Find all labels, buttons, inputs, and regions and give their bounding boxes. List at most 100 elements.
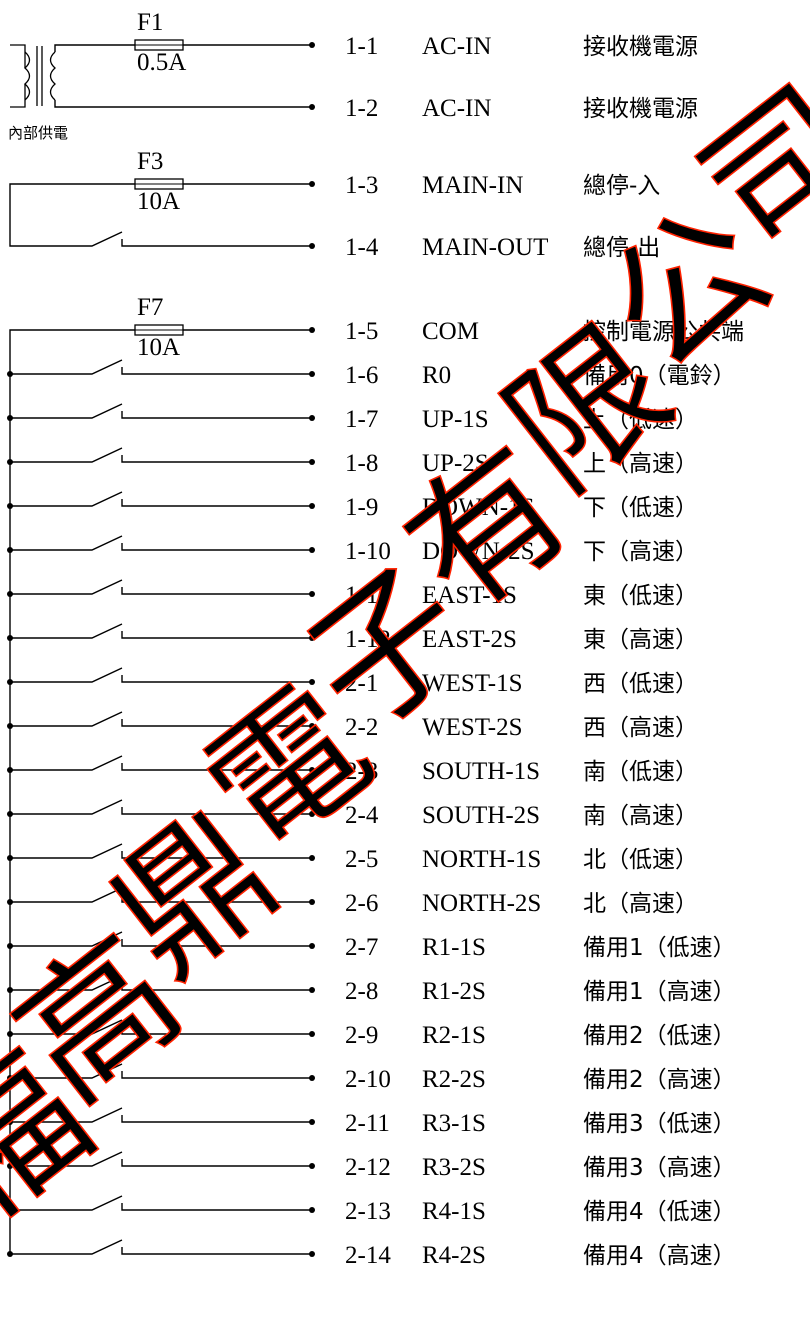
signal-name: COM bbox=[422, 318, 479, 345]
signal-name: SOUTH-2S bbox=[422, 802, 540, 829]
wire bbox=[10, 1151, 312, 1167]
signal-name: R3-1S bbox=[422, 1110, 486, 1137]
junction-dot bbox=[7, 415, 13, 421]
terminal-row: 2-4 SOUTH-2S 南（高速） bbox=[345, 802, 698, 829]
signal-name: WEST-2S bbox=[422, 714, 522, 741]
wire bbox=[10, 931, 312, 947]
terminal-description: 西（低速） bbox=[583, 671, 698, 697]
terminal-dot bbox=[309, 679, 315, 685]
terminal-dot bbox=[309, 42, 315, 48]
signal-name: WEST-1S bbox=[422, 670, 522, 697]
terminal-row: 1-8 UP-2S 上（高速） bbox=[345, 450, 698, 477]
wire bbox=[10, 799, 312, 815]
wire bbox=[10, 843, 312, 859]
terminal-row: 1-5 COM 控制電源公共端 bbox=[345, 318, 744, 345]
wire bbox=[9, 183, 312, 247]
junction-dot bbox=[7, 943, 13, 949]
terminal-number: 2-5 bbox=[345, 846, 378, 873]
terminal-dot bbox=[309, 811, 315, 817]
signal-name: MAIN-OUT bbox=[422, 234, 548, 261]
wire bbox=[10, 1063, 312, 1079]
terminal-number: 1-8 bbox=[345, 450, 378, 477]
wire bbox=[10, 975, 312, 991]
terminal-number: 1-7 bbox=[345, 406, 378, 433]
terminal-row: 1-12 EAST-2S 東（高速） bbox=[345, 626, 698, 653]
wire bbox=[10, 623, 312, 639]
terminal-row: 2-12 R3-2S 備用3（高速） bbox=[345, 1154, 736, 1181]
junction-dot bbox=[7, 811, 13, 817]
terminal-description: 備用2（低速） bbox=[583, 1023, 736, 1049]
terminal-number: 2-8 bbox=[345, 978, 378, 1005]
terminal-description: 備用1（高速） bbox=[583, 979, 736, 1005]
terminal-row: 2-7 R1-1S 備用1（低速） bbox=[345, 934, 736, 961]
terminal-row: 1-4 MAIN-OUT 總停-出 bbox=[345, 234, 660, 261]
wire bbox=[54, 44, 312, 52]
terminal-dot bbox=[309, 943, 315, 949]
terminal-description: 控制電源公共端 bbox=[583, 319, 744, 345]
signal-name: R3-2S bbox=[422, 1154, 486, 1181]
signal-name: R1-1S bbox=[422, 934, 486, 961]
junction-dot bbox=[7, 1163, 13, 1169]
terminal-dot bbox=[309, 1075, 315, 1081]
terminal-number: 2-13 bbox=[345, 1198, 391, 1225]
junction-dot bbox=[7, 855, 13, 861]
terminal-row: 2-6 NORTH-2S 北（高速） bbox=[345, 890, 698, 917]
junction-dot bbox=[7, 459, 13, 465]
terminal-dot bbox=[309, 181, 315, 187]
terminal-dot bbox=[309, 987, 315, 993]
transformer-symbol bbox=[10, 44, 56, 108]
wire bbox=[10, 711, 312, 727]
terminal-dot bbox=[309, 243, 315, 249]
terminal-row: 1-7 UP-1S 上（低速） bbox=[345, 406, 698, 433]
junction-dot bbox=[7, 635, 13, 641]
terminal-number: 1-1 bbox=[345, 33, 378, 60]
terminal-row: 2-5 NORTH-1S 北（低速） bbox=[345, 846, 698, 873]
signal-name: AC-IN bbox=[422, 33, 491, 60]
signal-name: R0 bbox=[422, 362, 451, 389]
terminal-row: 2-8 R1-2S 備用1（高速） bbox=[345, 978, 736, 1005]
signal-name: R4-1S bbox=[422, 1198, 486, 1225]
terminal-row: 2-13 R4-1S 備用4（低速） bbox=[345, 1198, 736, 1225]
fuse-f1: F1 0.5A bbox=[134, 9, 186, 76]
signal-name: MAIN-IN bbox=[422, 172, 523, 199]
terminal-row: 2-14 R4-2S 備用4（高速） bbox=[345, 1242, 736, 1269]
transformer-secondary-coil bbox=[49, 51, 56, 101]
signal-name: DOWN-1S bbox=[422, 494, 535, 521]
terminal-row: 2-11 R3-1S 備用3（低速） bbox=[345, 1110, 736, 1137]
wire bbox=[10, 1107, 312, 1123]
terminal-description: 備用4（高速） bbox=[583, 1243, 736, 1269]
fuse-name: F3 bbox=[137, 148, 163, 175]
terminal-description: 下（低速） bbox=[583, 495, 698, 521]
transformer-primary-coil bbox=[24, 51, 31, 101]
terminal-number: 1-3 bbox=[345, 172, 378, 199]
signal-name: DOWN-2S bbox=[422, 538, 535, 565]
wire bbox=[10, 535, 312, 551]
terminal-rows: 1-1 AC-IN 接收機電源 1-2 AC-IN 接收機電源 1-3 MAIN-IN 總停-入… bbox=[309, 33, 744, 1269]
fuse-rating: 0.5A bbox=[137, 49, 186, 76]
junction-dot bbox=[7, 1251, 13, 1257]
terminal-number: 1-11 bbox=[345, 582, 390, 609]
terminal-description: 備用1（低速） bbox=[583, 935, 736, 961]
terminal-row: 2-9 R2-1S 備用2（低速） bbox=[345, 1022, 736, 1049]
transformer-core bbox=[36, 46, 43, 106]
terminal-number: 2-9 bbox=[345, 1022, 378, 1049]
terminal-number: 2-11 bbox=[345, 1110, 390, 1137]
terminal-description: 接收機電源 bbox=[583, 96, 698, 122]
wire bbox=[10, 579, 312, 595]
signal-name: UP-2S bbox=[422, 450, 489, 477]
wire bbox=[10, 667, 312, 683]
terminal-dot bbox=[309, 371, 315, 377]
terminal-description: 接收機電源 bbox=[583, 34, 698, 60]
wire bbox=[10, 1195, 312, 1211]
transformer-primary-lead bbox=[10, 44, 26, 108]
signal-name: EAST-2S bbox=[422, 626, 517, 653]
terminal-row: 2-10 R2-2S 備用2（高速） bbox=[345, 1066, 736, 1093]
junction-dot bbox=[7, 1119, 13, 1125]
transformer-label: 內部供電 bbox=[8, 124, 68, 142]
signal-name: AC-IN bbox=[422, 95, 491, 122]
terminal-row: 1-3 MAIN-IN 總停-入 bbox=[345, 172, 660, 199]
wire bbox=[10, 1239, 312, 1255]
terminal-number: 2-1 bbox=[345, 670, 378, 697]
